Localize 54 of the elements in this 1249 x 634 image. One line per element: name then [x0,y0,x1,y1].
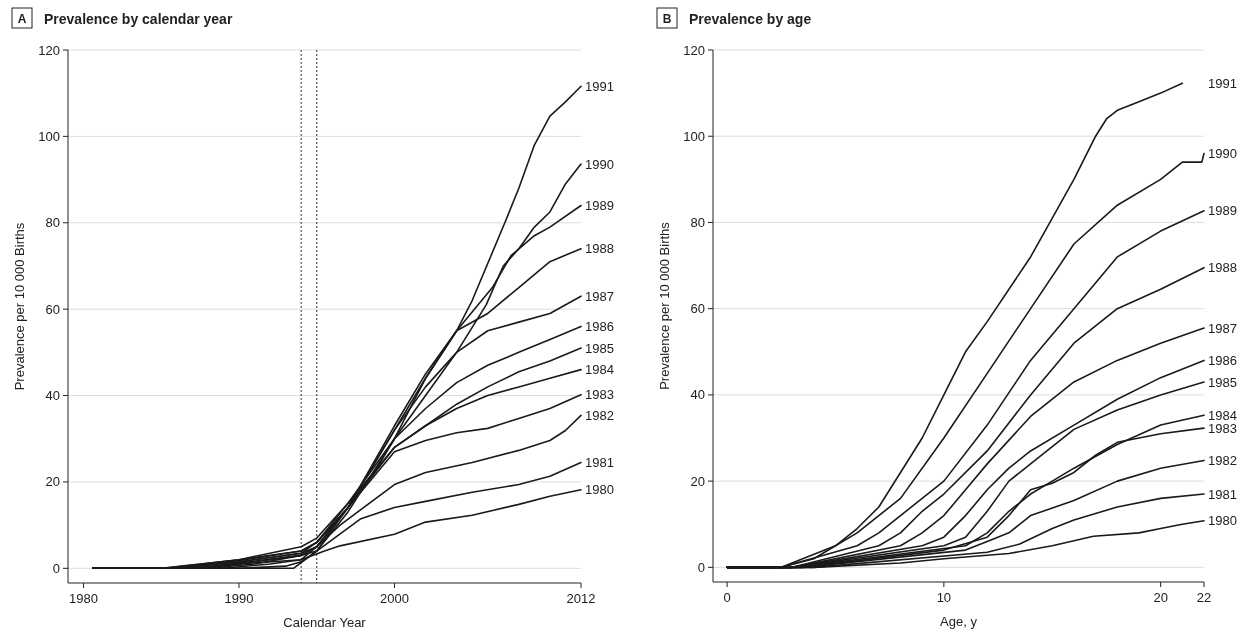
series-label: 1980 [585,482,614,498]
series-label: 1991 [1208,75,1237,91]
y-tick-label: 120 [38,42,60,58]
y-tick-label: 40 [690,387,705,403]
series-label: 1990 [585,156,614,172]
series-label: 1983 [585,387,614,403]
x-tick-label: 0 [723,590,731,605]
series-label: 1984 [585,362,614,378]
y-tick-label: 100 [38,128,60,144]
x-tick-label: 2000 [379,591,409,606]
x-tick-label: 1990 [224,591,254,606]
series-label: 1981 [1208,486,1237,502]
series-label: 1985 [585,340,614,356]
y-tick-label: 20 [690,473,705,489]
x-axis-title: Age, y [940,614,978,629]
series-label: 1983 [1208,420,1237,436]
y-axis-title: Prevalence per 10 000 Births [657,221,672,390]
y-tick-label: 0 [52,560,60,576]
y-tick-label: 60 [690,301,705,317]
series-label: 1987 [585,288,614,304]
x-tick-label: 10 [936,590,952,605]
series-label: 1982 [1208,452,1237,468]
series-label: 1984 [1208,407,1237,423]
series-label: 1986 [1208,352,1237,368]
y-tick-label: 0 [697,559,705,575]
series-label: 1989 [585,198,614,214]
y-axis-title: Prevalence per 10 000 Births [12,222,27,391]
y-tick-label: 80 [690,215,705,230]
x-tick-label: 22 [1196,590,1212,605]
y-tick-label: 20 [45,474,60,490]
y-tick-label: 80 [45,215,60,231]
series-label: 1981 [585,455,614,471]
series-label: 1989 [1208,203,1237,219]
series-label: 1982 [585,407,614,423]
chart-title: Prevalence by age [689,11,812,27]
series-label: 1985 [1208,374,1237,390]
y-tick-label: 60 [45,301,60,317]
series-label: 1991 [585,78,614,94]
x-tick-label: 2012 [566,591,596,606]
series-label: 1987 [1208,320,1237,336]
x-tick-label: 20 [1153,590,1168,605]
series-label: 1990 [1208,146,1237,162]
chart-title: Prevalence by calendar year [44,11,233,27]
series-label: 1986 [585,318,614,334]
text: A [17,12,27,26]
y-tick-label: 120 [683,42,705,58]
series-label: 1980 [1208,513,1237,529]
y-tick-label: 100 [683,128,705,144]
x-tick-label: 1980 [69,591,99,606]
y-tick-label: 40 [45,388,60,404]
x-axis-title: Calendar Year [283,615,367,630]
series-label: 1988 [1208,260,1237,276]
text: B [662,12,672,26]
series-label: 1988 [585,241,614,257]
